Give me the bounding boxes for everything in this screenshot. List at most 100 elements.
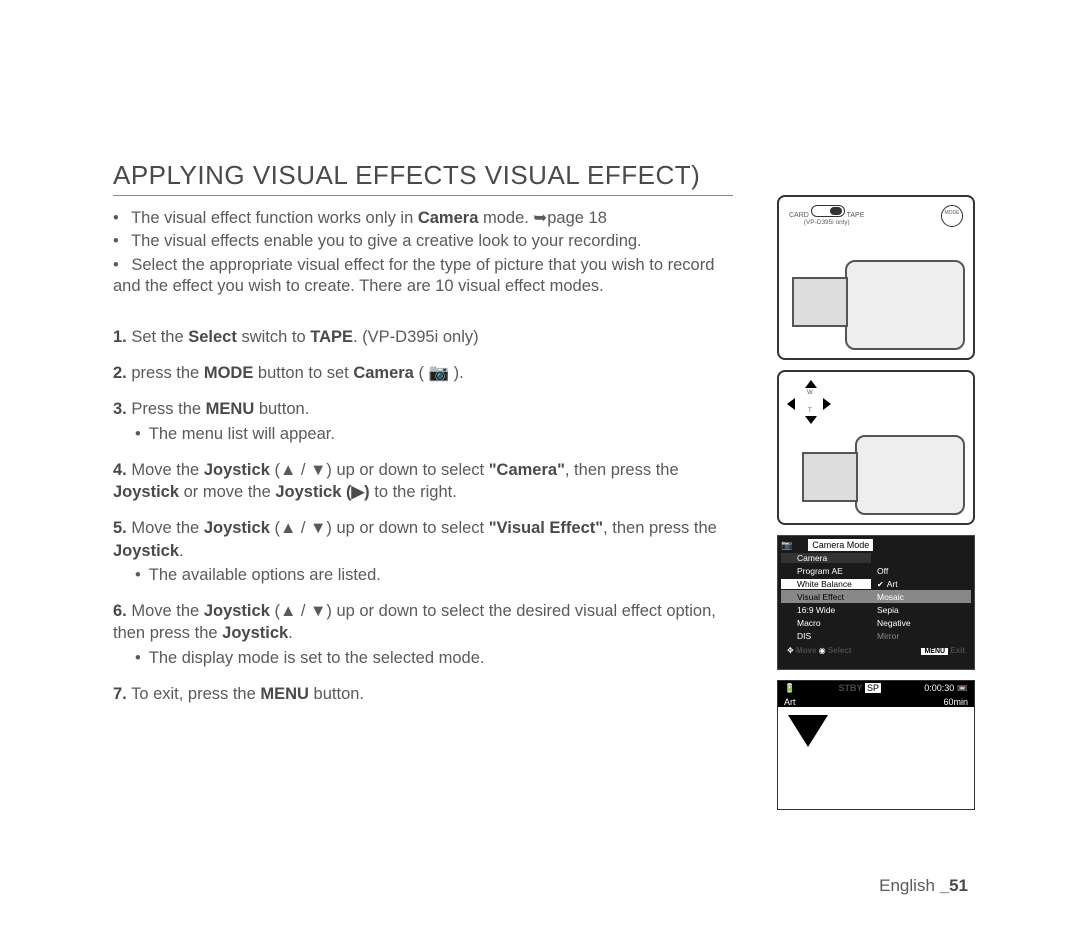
menu-row: MacroNegative (781, 616, 971, 629)
camera-icon: 📷 (781, 540, 792, 551)
menu-label: Camera (781, 553, 871, 563)
move-label: Move (796, 646, 816, 655)
intro-item: Select the appropriate visual effect for… (113, 255, 733, 298)
bold: Joystick (204, 519, 270, 537)
bold: "Visual Effect" (489, 519, 603, 537)
step-number: 5. (113, 519, 127, 537)
step-5: 5. Move the Joystick (▲ / ▼) up or down … (113, 517, 733, 586)
text: To exit, press the (131, 685, 260, 703)
text: Move the (131, 602, 203, 620)
step-number: 7. (113, 685, 127, 703)
card-label: CARD (789, 212, 809, 219)
text: Move the (131, 461, 203, 479)
menu-label: Program AE (781, 566, 871, 576)
page-footer: English _51 (879, 876, 968, 896)
camcorder-icon (845, 260, 965, 350)
menu-value: Mirror (871, 631, 941, 641)
step-4: 4. Move the Joystick (▲ / ▼) up or down … (113, 459, 733, 504)
step-number: 4. (113, 461, 127, 479)
model-note: (VP-D395i only) (789, 219, 864, 226)
text: The visual effects enable you to give a … (131, 232, 642, 250)
text: mode. ➥page 18 (478, 209, 607, 227)
menu-title: Camera Mode (808, 539, 873, 551)
step-number: 3. (113, 400, 127, 418)
text: (▲ / ▼) up or down to select (270, 519, 489, 537)
intro-list: The visual effect function works only in… (113, 208, 733, 298)
menu-label: Macro (781, 618, 871, 628)
tape-icon: 📼 (957, 683, 968, 693)
menu-label: White Balance (781, 579, 871, 589)
menu-value: Negative (871, 618, 941, 628)
arrow-down-icon (805, 416, 817, 424)
page-title: APPLYING VISUAL EFFECTS VISUAL EFFECT) (113, 160, 733, 196)
text: button. (254, 400, 309, 418)
illustration-2: W T (777, 370, 975, 525)
menu-row: Camera (781, 551, 971, 564)
camcorder-icon (855, 435, 965, 515)
text: press the (131, 364, 203, 382)
text: switch to (237, 328, 310, 346)
footer-page: _51 (940, 876, 968, 895)
text: , then press the (603, 519, 717, 537)
stby-label: STBY (838, 683, 862, 693)
arrow-up-icon (805, 380, 817, 388)
intro-item: The visual effects enable you to give a … (113, 231, 733, 252)
manual-page: APPLYING VISUAL EFFECTS VISUAL EFFECT) T… (0, 0, 1080, 938)
text: ( 📷 ). (414, 364, 464, 382)
text: button. (309, 685, 364, 703)
t-label: T (808, 408, 812, 414)
step-1: 1. Set the Select switch to TAPE. (VP-D3… (113, 326, 733, 348)
bold: Joystick (204, 461, 270, 479)
text: . (VP-D395i only) (353, 328, 479, 346)
menu-value: Off (871, 566, 941, 576)
menu-value: Art (871, 579, 941, 589)
bold: "Camera" (489, 461, 565, 479)
text: Move the (131, 519, 203, 537)
text: (▲ / ▼) up or down to select (270, 461, 489, 479)
move-icon: ✥ (787, 646, 796, 655)
bold: Joystick (▶) (275, 483, 369, 501)
mode-button-icon: MODE (941, 205, 963, 227)
sub-bullet: The menu list will appear. (135, 423, 733, 445)
menu-row: 16:9 WideSepia (781, 603, 971, 616)
mode-label: MODE (945, 210, 960, 216)
steps-list: 1. Set the Select switch to TAPE. (VP-D3… (113, 326, 733, 705)
menu-row: Program AEOff (781, 564, 971, 577)
time-label: 0:00:30 (924, 683, 954, 693)
text: , then press the (565, 461, 679, 479)
bold: TAPE (310, 328, 353, 346)
select-icon: ◉ (819, 646, 828, 655)
switch-icon (811, 205, 845, 217)
bold: Joystick (113, 542, 179, 560)
arrow-left-icon (787, 398, 795, 410)
menu-value: Sepia (871, 605, 941, 615)
text: Select the appropriate visual effect for… (113, 256, 714, 295)
step-number: 1. (113, 328, 127, 346)
min-label: 60min (943, 697, 968, 707)
battery-icon: 🔋 (784, 683, 795, 693)
text: or move the (179, 483, 275, 501)
menu-value: Mosaic (871, 592, 941, 602)
sub-bullet: The display mode is set to the selected … (135, 647, 733, 669)
menu-footer: ✥ Move ◉ Select MENU Exit (781, 644, 971, 657)
bold: Joystick (222, 624, 288, 642)
menu-screenshot: 📷 Camera Mode Camera Program AEOff White … (777, 535, 975, 670)
step-2: 2. press the MODE button to set Camera (… (113, 362, 733, 384)
text: button to set (253, 364, 353, 382)
bold: MENU (206, 400, 255, 418)
text: . (288, 624, 293, 642)
illustration-1: CARD TAPE (VP-D395i only) MODE (777, 195, 975, 360)
step-number: 6. (113, 602, 127, 620)
sp-label: SP (865, 683, 881, 693)
text: Press the (131, 400, 205, 418)
menu-badge: MENU (921, 648, 948, 655)
step-7: 7. To exit, press the MENU button. (113, 683, 733, 705)
bold: MENU (260, 685, 309, 703)
side-illustrations: CARD TAPE (VP-D395i only) MODE W T 📷 Came… (777, 195, 977, 810)
footer-lang: English (879, 876, 939, 895)
sub-bullet: The available options are listed. (135, 564, 733, 586)
text: to the right. (370, 483, 457, 501)
exit-label: Exit (950, 646, 965, 655)
menu-label: DIS (781, 631, 871, 641)
intro-item: The visual effect function works only in… (113, 208, 733, 229)
